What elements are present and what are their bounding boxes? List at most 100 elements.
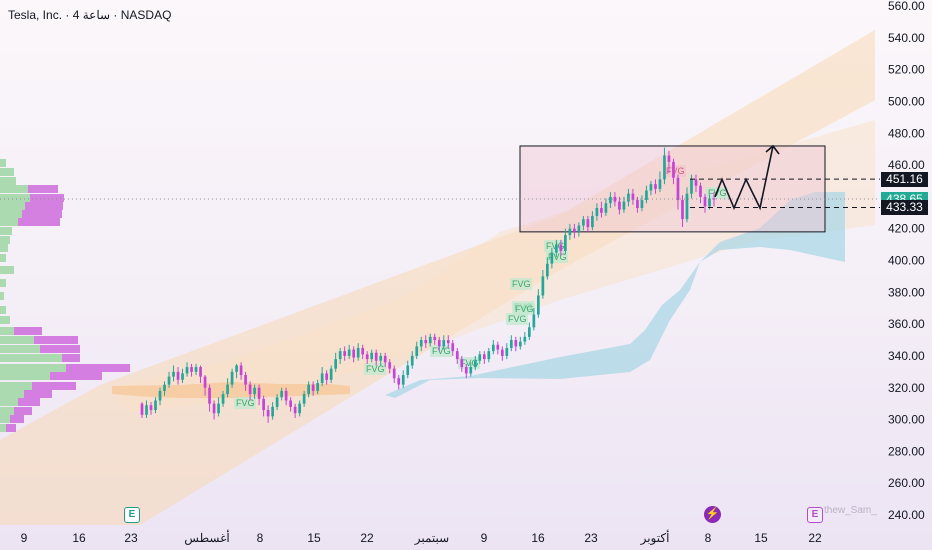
time-tick-label: 23 xyxy=(124,531,138,545)
time-tick-label: 16 xyxy=(72,531,86,545)
profile-bar-up xyxy=(0,292,4,300)
candle-body xyxy=(708,198,711,207)
candle-body xyxy=(518,341,522,347)
profile-bar-down xyxy=(18,218,60,226)
candle-body xyxy=(482,354,486,360)
candle-body xyxy=(239,365,243,376)
price-tick-label: 240.00 xyxy=(888,508,925,522)
price-tick-label: 280.00 xyxy=(888,444,925,458)
candle-body xyxy=(658,179,662,189)
candle-body xyxy=(329,368,333,380)
candle-body xyxy=(248,384,252,395)
candle-body xyxy=(451,343,455,352)
candle-body xyxy=(622,201,626,210)
candle-body xyxy=(712,198,716,200)
candle-body xyxy=(158,390,162,401)
time-tick-label: 22 xyxy=(808,531,822,545)
candle-body xyxy=(523,336,527,342)
fvg-zone xyxy=(506,313,528,325)
candle-body xyxy=(217,403,220,414)
price-tick-label: 420.00 xyxy=(888,222,925,236)
candle-body xyxy=(672,161,675,178)
profile-bar-up xyxy=(0,345,40,353)
candle-body xyxy=(550,252,554,264)
price-tag-lower: 433.33 xyxy=(881,199,928,215)
candle-body xyxy=(437,340,441,347)
profile-bar-up xyxy=(0,202,25,210)
lightning-icon[interactable]: ⚡ xyxy=(704,506,721,523)
candle-body xyxy=(172,371,175,377)
profile-bar-down xyxy=(50,372,102,380)
candle-body xyxy=(415,346,419,356)
exchange-label: NASDAQ xyxy=(120,8,172,22)
earnings-badge-upcoming[interactable]: E xyxy=(807,507,823,523)
ichimoku-cloud xyxy=(385,192,845,398)
candle-body xyxy=(469,367,473,374)
channel-mid xyxy=(110,120,875,412)
profile-bar-up xyxy=(0,316,10,324)
candle-body xyxy=(275,397,279,407)
candle-body xyxy=(505,347,509,356)
candle-body xyxy=(334,359,338,369)
candle-body xyxy=(500,349,504,356)
price-tick-label: 380.00 xyxy=(888,285,925,299)
candle-body xyxy=(446,340,450,344)
candle-body xyxy=(609,196,612,204)
candles xyxy=(140,147,716,423)
profile-bar-up xyxy=(0,177,16,185)
candle-body xyxy=(600,208,603,213)
candle-body xyxy=(460,359,464,368)
candle-body xyxy=(212,403,216,414)
time-tick-label: أغسطس xyxy=(184,530,229,545)
candle-body xyxy=(352,349,356,358)
fvg-label: FVG xyxy=(366,364,385,374)
profile-bar-down xyxy=(34,336,78,344)
price-tick-label: 480.00 xyxy=(888,126,925,140)
candle-body xyxy=(176,371,180,380)
profile-bar-down xyxy=(62,354,80,362)
candle-body xyxy=(527,327,531,337)
candle-body xyxy=(663,155,666,180)
candle-body xyxy=(194,367,198,372)
fvg-label: FVG xyxy=(432,346,451,356)
orange-band xyxy=(112,382,350,398)
earnings-badge[interactable]: E xyxy=(124,507,140,523)
candle-body xyxy=(568,228,572,236)
profile-bar-up xyxy=(0,236,10,244)
candle-body xyxy=(703,196,707,207)
profile-bar-up xyxy=(0,218,18,226)
profile-bar-up xyxy=(0,244,8,252)
candle-body xyxy=(302,394,306,404)
profile-bar-up xyxy=(0,210,22,218)
profile-bar-down xyxy=(32,382,76,390)
candle-body xyxy=(365,354,369,360)
profile-bar-up xyxy=(0,185,28,193)
profile-bar-up xyxy=(0,415,10,423)
candle-body xyxy=(681,200,684,220)
candle-body xyxy=(392,368,396,379)
cloud-area xyxy=(385,192,845,398)
profile-bar-up xyxy=(0,266,14,274)
candle-body xyxy=(410,355,414,366)
candle-body xyxy=(491,344,495,352)
profile-bar-up xyxy=(0,327,14,335)
candle-body xyxy=(293,406,297,414)
time-tick-label: 9 xyxy=(21,531,28,545)
candle-body xyxy=(690,179,693,194)
band-area xyxy=(112,382,350,398)
candle-body xyxy=(532,314,536,328)
candle-body xyxy=(631,193,635,201)
price-tick-label: 560.00 xyxy=(888,0,925,13)
time-tick-label: أكتوبر xyxy=(640,530,670,545)
candle-body xyxy=(509,340,513,348)
profile-bar-down xyxy=(10,415,24,423)
profile-bar-down xyxy=(28,185,58,193)
candle-body xyxy=(397,378,401,385)
profile-bar-up xyxy=(0,279,6,287)
price-tick-label: 340.00 xyxy=(888,349,925,363)
profile-bar-up xyxy=(0,306,6,314)
candle-body xyxy=(473,360,477,368)
candle-body xyxy=(514,340,518,347)
